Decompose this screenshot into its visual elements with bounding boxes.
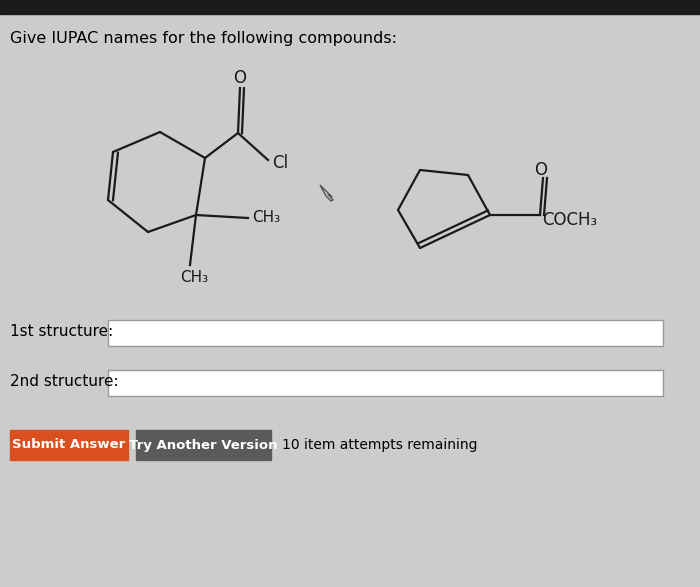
Text: O: O <box>234 69 246 87</box>
Bar <box>0 0 700 14</box>
Text: 10 item attempts remaining: 10 item attempts remaining <box>282 438 477 452</box>
Text: CH₃: CH₃ <box>180 271 208 285</box>
Text: Try Another Version: Try Another Version <box>129 438 277 451</box>
Bar <box>108 320 663 346</box>
Bar <box>10 430 128 460</box>
Text: O: O <box>535 161 547 179</box>
Text: Submit Answer: Submit Answer <box>13 438 125 451</box>
Text: 2nd structure:: 2nd structure: <box>10 375 118 390</box>
Bar <box>108 370 663 396</box>
Text: 1st structure:: 1st structure: <box>10 325 113 339</box>
Text: Cl: Cl <box>272 154 288 172</box>
Text: COCH₃: COCH₃ <box>542 211 597 229</box>
Text: Give IUPAC names for the following compounds:: Give IUPAC names for the following compo… <box>10 31 397 46</box>
Text: CH₃: CH₃ <box>252 211 280 225</box>
Bar <box>136 430 271 460</box>
